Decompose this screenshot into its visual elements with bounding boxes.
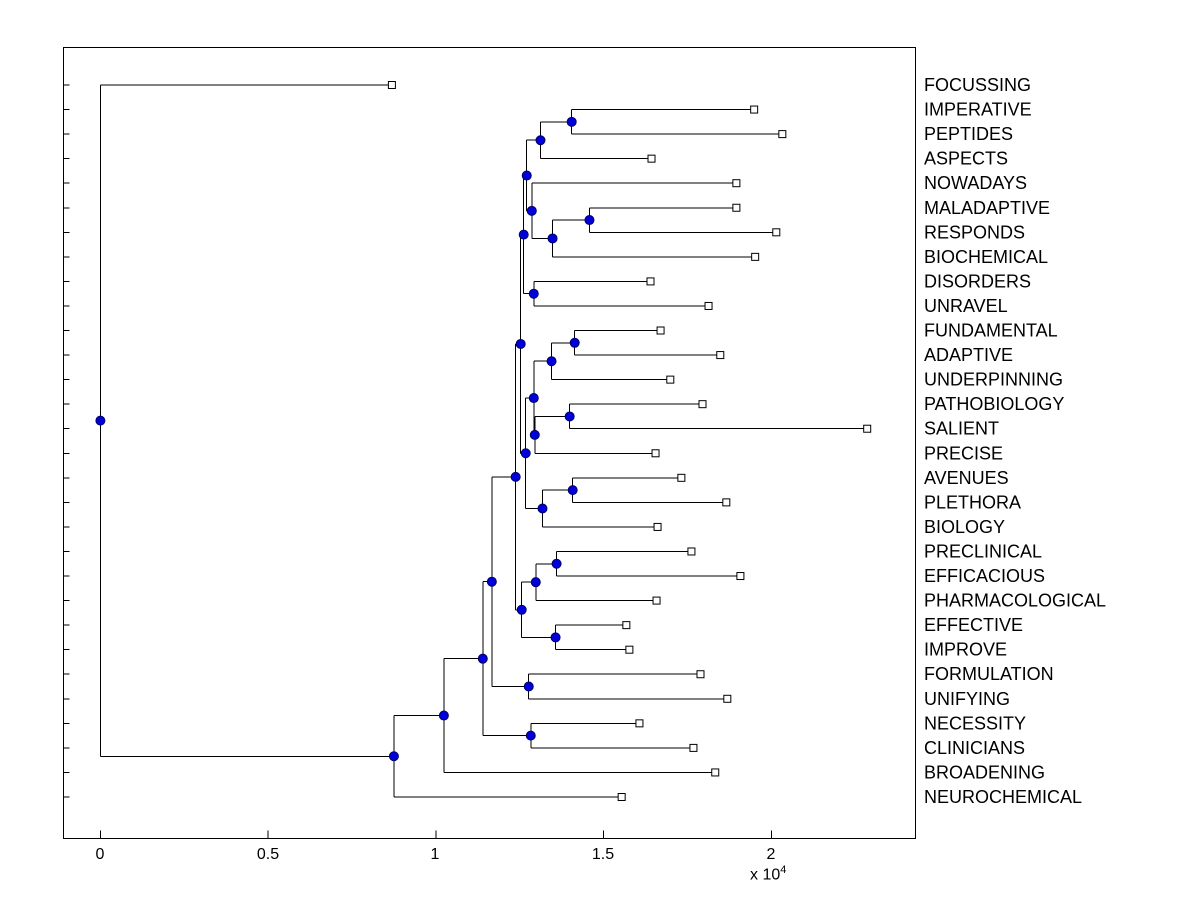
leaf-label: EFFICACIOUS [924,566,1045,586]
leaf-label: PEPTIDES [924,124,1013,144]
leaf-marker [652,596,661,605]
leaf-marker [750,105,759,114]
internal-node-marker [516,604,527,615]
internal-node-marker [569,337,580,348]
internal-node-marker [525,730,536,741]
internal-node-marker [535,135,546,146]
internal-node-marker [486,576,497,587]
leaf-label: FUNDAMENTAL [924,321,1058,341]
leaf-marker [698,400,707,409]
internal-node-marker [510,471,521,482]
internal-node-marker [567,485,578,496]
internal-node-marker [547,233,558,244]
internal-node-marker [388,751,399,762]
leaf-marker [772,228,781,237]
internal-node-marker [584,215,595,226]
internal-node-marker [515,338,526,349]
leaf-label: PATHOBIOLOGY [924,394,1064,414]
leaf-marker [711,768,720,777]
internal-node-marker [564,411,575,422]
leaf-label: ADAPTIVE [924,345,1013,365]
leaf-marker [863,424,872,433]
leaf-label: FORMULATION [924,664,1054,684]
internal-node-marker [438,710,449,721]
leaf-marker [689,743,698,752]
leaf-label: UNIFYING [924,689,1010,709]
internal-node-marker [523,681,534,692]
internal-node-marker [528,288,539,299]
leaf-label: NOWADAYS [924,173,1027,193]
leaf-marker [687,547,696,556]
internal-node-marker [518,229,529,240]
leaf-marker [387,81,396,89]
leaf-marker [696,670,705,679]
leaf-label: BIOLOGY [924,517,1005,537]
leaf-label: SALIENT [924,419,999,439]
internal-node-marker [526,205,537,216]
leaf-marker [778,130,787,139]
leaf-label: UNDERPINNING [924,370,1063,390]
internal-node-marker [520,448,531,459]
leaf-marker [625,645,634,654]
leaf-label: IMPROVE [924,640,1007,660]
internal-node-marker [95,415,106,426]
leaf-marker [666,375,675,384]
x-tick-label: 1.5 [591,846,615,863]
internal-node-marker [528,393,539,404]
internal-node-marker [529,429,540,440]
leaf-marker [736,572,745,581]
leaf-label: ASPECTS [924,149,1008,169]
leaf-label: RESPONDS [924,222,1025,242]
leaf-label: PRECISE [924,443,1003,463]
leaf-label: PHARMACOLOGICAL [924,591,1106,611]
leaf-label: MALADAPTIVE [924,198,1050,218]
leaf-label: NEUROCHEMICAL [924,787,1082,807]
leaf-label: NECESSITY [924,713,1026,733]
leaf-label: BROADENING [924,762,1045,782]
internal-node-marker [566,116,577,127]
leaf-label: FOCUSSING [924,75,1031,95]
leaf-marker [651,449,660,458]
leaf-marker [647,154,656,163]
plot-border [63,47,916,839]
internal-node-marker [537,503,548,514]
leaf-marker [635,719,644,728]
leaf-label: IMPERATIVE [924,100,1032,120]
x-tick-label: 1 [430,846,440,863]
leaf-marker [751,252,760,261]
internal-node-marker [546,356,557,367]
leaf-label: DISORDERS [924,271,1031,291]
leaf-marker [716,351,725,360]
leaf-marker [704,301,713,310]
leaf-marker [732,203,741,212]
leaf-marker [723,694,732,703]
leaf-label: AVENUES [924,468,1009,488]
leaf-marker [646,277,655,286]
leaf-label: PLETHORA [924,492,1021,512]
internal-node-marker [477,653,488,664]
x-tick-label: 0.5 [256,846,280,863]
leaf-marker [656,326,665,335]
leaf-label: BIOCHEMICAL [924,247,1048,267]
leaf-label: UNRAVEL [924,296,1008,316]
leaf-label: PRECLINICAL [924,541,1042,561]
leaf-label: CLINICIANS [924,738,1025,758]
x-tick-label: 0 [95,846,105,863]
internal-node-marker [530,577,541,588]
x-tick-label: 2 [766,846,776,863]
leaf-marker [722,498,731,507]
internal-node-marker [551,558,562,569]
leaf-label: EFFECTIVE [924,615,1023,635]
leaf-marker [732,179,741,188]
leaf-marker [677,473,686,482]
leaf-marker [622,621,631,630]
leaf-marker [617,793,626,801]
internal-node-marker [550,632,561,643]
internal-node-marker [521,170,532,181]
axis-scale-label: x 104 [750,864,787,884]
leaf-marker [653,522,662,531]
